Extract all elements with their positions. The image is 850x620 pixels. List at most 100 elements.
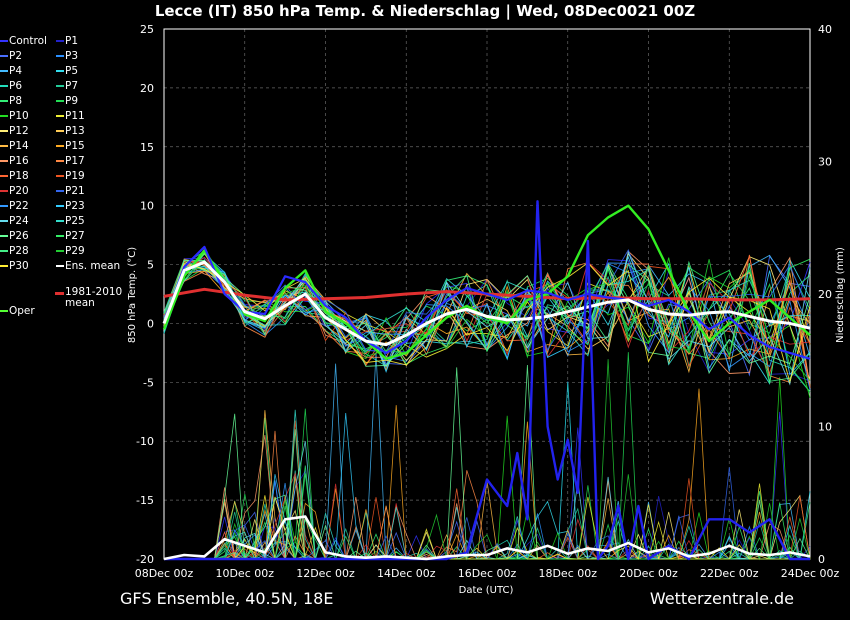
legend-label: P23 [65, 200, 85, 212]
legend-label: P20 [9, 185, 29, 197]
legend-swatch [0, 220, 8, 222]
legend-label: P30 [9, 260, 29, 272]
legend-label: P6 [9, 80, 23, 92]
legend-label: P19 [65, 170, 85, 182]
legend-swatch [0, 115, 8, 117]
legend-swatch [0, 190, 8, 192]
legend-label: Control [9, 35, 47, 47]
legend-swatch [56, 160, 64, 162]
legend-swatch [0, 250, 8, 252]
site-credit: Wetterzentrale.de [649, 589, 794, 608]
legend-swatch [56, 265, 64, 267]
legend-swatch [56, 55, 64, 57]
y-left-tick-label: 10 [140, 200, 154, 213]
x-tick-label: 24Dec 00z [781, 567, 840, 580]
legend-label: Ens. mean [65, 260, 121, 272]
y-left-tick-label: -5 [143, 376, 154, 389]
legend-swatch [56, 100, 64, 102]
legend-swatch [56, 175, 64, 177]
legend-swatch [56, 40, 64, 42]
legend-label: P21 [65, 185, 85, 197]
legend-label: P22 [9, 200, 29, 212]
legend-label: P10 [9, 110, 29, 122]
legend-swatch [0, 160, 8, 162]
legend-label: P1 [65, 35, 79, 47]
legend-label: P18 [9, 170, 29, 182]
y-right-tick-label: 20 [818, 288, 832, 301]
x-tick-label: 12Dec 00z [296, 567, 355, 580]
legend-swatch [0, 145, 8, 147]
x-tick-label: 18Dec 00z [538, 567, 597, 580]
legend-label: P29 [65, 245, 85, 257]
legend-swatch [56, 220, 64, 222]
member-precip-line [164, 495, 810, 560]
legend-label: P11 [65, 110, 85, 122]
legend-swatch [0, 130, 8, 132]
legend-label: P14 [9, 140, 29, 152]
y-right-tick-label: 30 [818, 156, 832, 169]
legend-label: P25 [65, 215, 85, 227]
legend-label: Oper [9, 305, 35, 317]
legend-swatch [0, 100, 8, 102]
x-tick-label: 14Dec 00z [377, 567, 436, 580]
legend-swatch [56, 205, 64, 207]
legend-label: P28 [9, 245, 29, 257]
legend-swatch [0, 265, 8, 267]
legend-label: P17 [65, 155, 85, 167]
ens-mean-temp-line [162, 260, 811, 347]
legend-label: P3 [65, 50, 79, 62]
legend-swatch [0, 70, 8, 72]
legend-swatch [56, 130, 64, 132]
legend-swatch [0, 310, 8, 312]
x-axis-label: Date (UTC) [459, 585, 514, 596]
legend-label: P2 [9, 50, 23, 62]
y-left-tick-label: 25 [140, 23, 154, 36]
y-right-tick-label: 10 [818, 421, 832, 434]
model-info: GFS Ensemble, 40.5N, 18E [120, 589, 334, 608]
page-title: Lecce (IT) 850 hPa Temp. & Niederschlag … [154, 2, 696, 20]
y-left-tick-label: 20 [140, 82, 154, 95]
y-left-tick-label: -20 [136, 553, 154, 566]
legend-swatch [55, 292, 64, 295]
member-temp-line [163, 254, 811, 383]
control-temp-line [162, 245, 811, 360]
highlight-lines [162, 200, 811, 561]
legend-label: P9 [65, 95, 79, 107]
legend-label: P27 [65, 230, 85, 242]
legend-swatch [56, 250, 64, 252]
legend-swatch [56, 145, 64, 147]
legend-swatch [0, 205, 8, 207]
legend-swatch [0, 235, 8, 237]
legend-label: P7 [65, 80, 79, 92]
y-right-tick-label: 40 [818, 23, 832, 36]
y-left-tick-label: 15 [140, 141, 154, 154]
legend-swatch [0, 85, 8, 87]
legend-label: P4 [9, 65, 23, 77]
legend-swatch [0, 175, 8, 177]
x-tick-label: 16Dec 00z [458, 567, 517, 580]
legend-swatch [0, 55, 8, 57]
legend-label: 1981-2010 mean [65, 286, 123, 309]
legend-label: P26 [9, 230, 29, 242]
legend-label: P5 [65, 65, 79, 77]
x-tick-label: 20Dec 00z [619, 567, 678, 580]
legend-label: P13 [65, 125, 85, 137]
legend-label: P8 [9, 95, 23, 107]
y-right-tick-label: 0 [818, 553, 825, 566]
y-left-tick-label: 5 [147, 259, 154, 272]
legend-swatch [56, 85, 64, 87]
legend-swatch [56, 190, 64, 192]
tick-labels: 25 20 15 10 5 0 -5 -10 -15 -20 40 30 20 10 0 08Dec 00z 1… [135, 23, 840, 580]
x-tick-label: 22Dec 00z [700, 567, 759, 580]
y-axis-right-label: Niederschlag (mm) [835, 247, 846, 343]
legend-label: P15 [65, 140, 85, 152]
legend-label: P12 [9, 125, 29, 137]
y-left-tick-label: -10 [136, 435, 154, 448]
x-tick-label: 10Dec 00z [215, 567, 274, 580]
legend-swatch [0, 40, 8, 42]
legend-swatch [56, 115, 64, 117]
legend-swatch [56, 235, 64, 237]
y-axis-left-label: 850 hPa Temp. (°C) [127, 247, 138, 343]
legend-swatch [56, 70, 64, 72]
